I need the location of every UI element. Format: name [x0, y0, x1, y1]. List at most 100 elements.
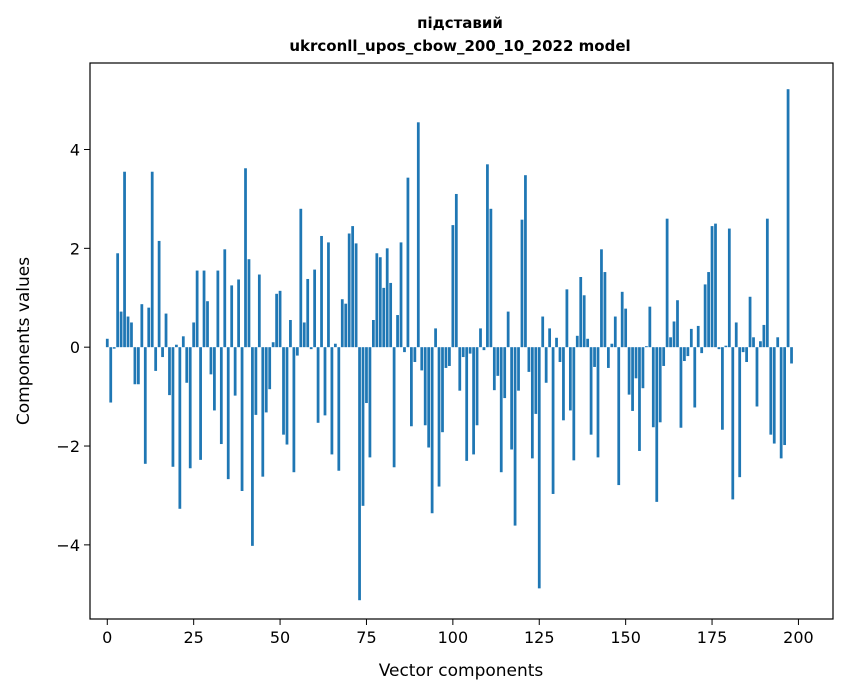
bar	[693, 347, 697, 408]
bar	[112, 347, 116, 349]
bar	[776, 337, 780, 348]
bar	[175, 344, 178, 348]
bar	[506, 311, 510, 348]
bar	[707, 272, 710, 348]
bar	[413, 347, 417, 363]
x-tick-label: 125	[524, 628, 555, 647]
bar	[133, 347, 137, 385]
bar	[313, 269, 317, 348]
bar	[295, 347, 299, 356]
bar	[209, 347, 213, 375]
bar	[178, 347, 182, 509]
bar	[738, 347, 742, 478]
chart-title-line-1: підставий	[417, 14, 503, 32]
bar	[437, 347, 441, 487]
y-tick-label: 0	[70, 338, 80, 357]
bar	[620, 291, 624, 348]
bar	[233, 347, 237, 396]
bar	[181, 336, 185, 348]
plot-area-frame	[89, 62, 834, 620]
bar	[257, 274, 261, 348]
bar	[627, 347, 631, 395]
x-tick-label: 25	[183, 628, 203, 647]
bar	[489, 208, 493, 348]
bar	[606, 347, 610, 368]
bar	[164, 313, 168, 348]
bar	[337, 347, 341, 471]
bar	[282, 347, 285, 435]
bar	[448, 347, 451, 366]
bar	[582, 295, 586, 348]
bar	[544, 347, 548, 383]
bar	[330, 347, 334, 455]
bar	[703, 284, 707, 348]
bar	[223, 249, 227, 348]
bar	[416, 122, 420, 348]
x-tick-label: 100	[438, 628, 469, 647]
bar	[299, 208, 303, 348]
bar	[143, 347, 147, 464]
bar	[683, 347, 686, 362]
x-tick-label: 50	[270, 628, 290, 647]
bar	[727, 228, 731, 348]
y-tick-label: 2	[70, 239, 80, 258]
bar	[278, 290, 282, 348]
bar	[382, 287, 386, 348]
bar	[202, 270, 206, 348]
bar	[755, 347, 759, 407]
bar	[320, 235, 323, 348]
bar	[347, 233, 351, 348]
bar	[741, 347, 745, 353]
bar	[638, 347, 641, 451]
bar	[520, 219, 524, 348]
bar	[185, 347, 189, 383]
bar	[344, 303, 348, 348]
bar	[461, 347, 465, 358]
bar	[589, 347, 593, 435]
bar	[572, 347, 576, 461]
bar	[783, 347, 787, 446]
bar	[486, 164, 489, 348]
y-tick-label: −4	[56, 536, 80, 555]
bar	[378, 257, 382, 348]
bar	[724, 345, 728, 348]
bar	[261, 347, 265, 477]
bar	[482, 347, 486, 351]
bar	[289, 319, 292, 348]
bar	[568, 347, 572, 411]
bar	[648, 306, 652, 348]
bar	[634, 347, 638, 379]
bar	[240, 347, 244, 491]
bar	[696, 325, 700, 348]
bar	[389, 282, 393, 348]
bar	[237, 279, 240, 348]
bar	[358, 347, 361, 601]
bar	[354, 243, 358, 348]
bar	[454, 193, 458, 348]
bar	[548, 328, 552, 348]
bar	[689, 328, 693, 348]
bar	[247, 259, 251, 348]
bar	[468, 347, 472, 354]
bar	[624, 308, 628, 348]
bar	[700, 347, 704, 354]
bar	[309, 347, 313, 350]
bar	[790, 347, 793, 364]
x-tick-label: 0	[102, 628, 112, 647]
bar	[264, 347, 268, 413]
bar	[116, 253, 120, 348]
y-tick-label: 4	[70, 140, 80, 159]
bar	[323, 347, 327, 416]
bar	[368, 347, 372, 458]
bar	[168, 347, 171, 396]
bar	[399, 242, 403, 348]
x-tick-label: 200	[783, 628, 814, 647]
bar	[385, 248, 389, 348]
bar	[396, 315, 399, 348]
bar	[579, 276, 583, 348]
bar	[600, 249, 603, 348]
bar	[655, 347, 659, 502]
bar	[150, 171, 154, 348]
bar	[786, 89, 790, 348]
bar	[496, 347, 500, 376]
